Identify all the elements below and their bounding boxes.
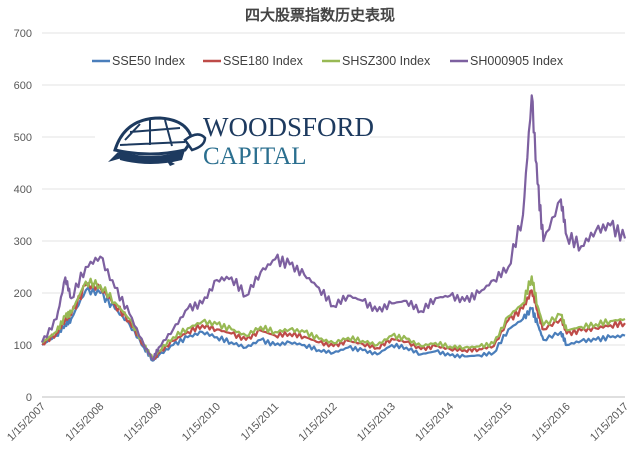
y-tick-label: 700: [14, 28, 32, 40]
x-tick-label: 1/15/2011: [239, 401, 282, 444]
y-tick-label: 200: [14, 288, 32, 300]
series-line-sse50-index: [41, 286, 626, 362]
x-tick-label: 1/15/2009: [122, 401, 165, 444]
y-tick-label: 300: [14, 236, 32, 248]
x-tick-label: 1/15/2017: [588, 401, 631, 444]
woodsford-logo: WOODSFORD CAPITAL: [108, 112, 374, 170]
y-tick-label: 0: [26, 392, 32, 404]
x-tick-label: 1/15/2014: [413, 401, 456, 444]
x-tick-label: 1/15/2012: [297, 401, 340, 444]
y-tick-label: 400: [14, 184, 32, 196]
series-line-sh000905-index: [40, 94, 627, 361]
legend-label: SHSZ300 Index: [342, 54, 431, 68]
y-tick-label: 500: [14, 132, 32, 144]
x-tick-label: 1/15/2010: [180, 401, 223, 444]
legend: SSE50 Index SSE180 Index SHSZ300 Index SH00…: [92, 54, 564, 68]
legend-label: SSE50 Index: [112, 54, 186, 68]
x-tick-label: 1/15/2016: [530, 401, 573, 444]
legend-label: SSE180 Index: [223, 54, 304, 68]
turtle-icon: [108, 116, 207, 166]
series-line-shsz300-index: [41, 275, 626, 360]
y-tick-label: 600: [14, 80, 32, 92]
x-tick-label: 1/15/2015: [471, 401, 514, 444]
chart-title: 四大股票指数历史表现: [245, 6, 395, 24]
legend-label: SH000905 Index: [470, 54, 564, 68]
x-tick-label: 1/15/2007: [5, 401, 48, 444]
logo-text-capital: CAPITAL: [203, 143, 307, 170]
x-tick-label: 1/15/2008: [63, 401, 106, 444]
x-tick-label: 1/15/2013: [355, 401, 398, 444]
y-tick-label: 100: [14, 340, 32, 352]
logo-text-woodsford: WOODSFORD: [203, 112, 374, 142]
